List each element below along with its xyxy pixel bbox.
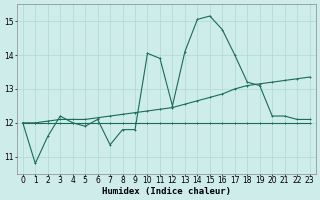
X-axis label: Humidex (Indice chaleur): Humidex (Indice chaleur) — [102, 187, 231, 196]
